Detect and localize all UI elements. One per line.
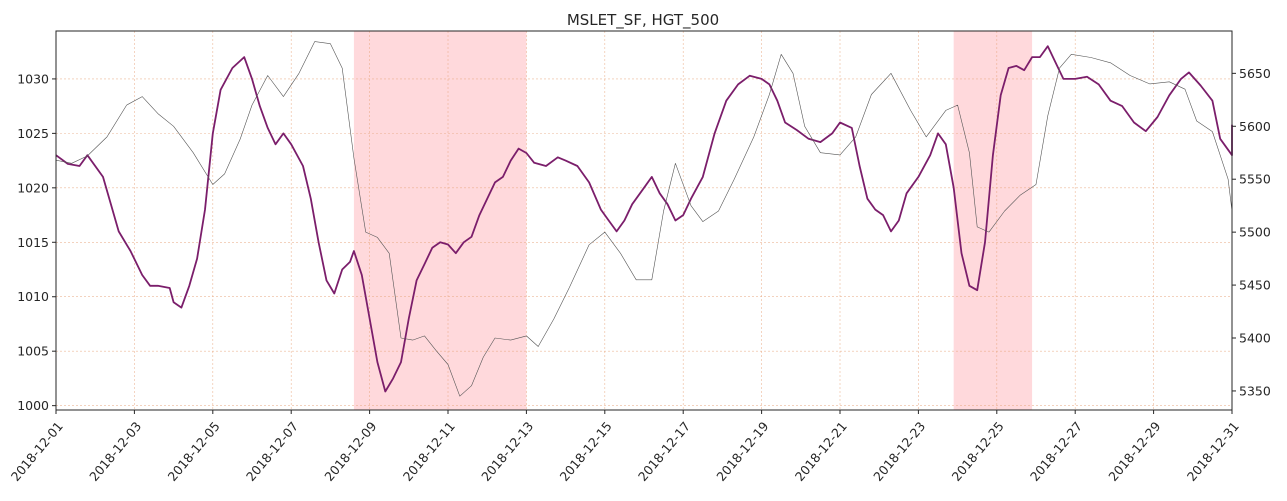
- x-tick-label-2: 2018-12-05: [165, 419, 223, 484]
- grid: [55, 31, 1233, 410]
- y-left-tick-label-3: 1015: [17, 235, 49, 250]
- x-tick-label-1: 2018-12-03: [86, 419, 144, 484]
- y-right-tick-label-4: 5550: [1239, 172, 1271, 187]
- y-left-tick-label-1: 1005: [17, 344, 49, 359]
- x-tick-label-6: 2018-12-13: [478, 419, 536, 484]
- shaded-period-0: [353, 31, 527, 410]
- y-right-tick-label-2: 5450: [1239, 278, 1271, 293]
- y-left-tick-label-0: 1000: [17, 398, 49, 413]
- x-tick-label-13: 2018-12-27: [1027, 419, 1085, 484]
- x-tick-label-15: 2018-12-31: [1184, 419, 1242, 484]
- shaded-periods: [353, 31, 1033, 410]
- x-axis-ticks: 2018-12-01 2018-12-03 2018-12-05 2018-12-07…: [8, 410, 1242, 484]
- y-right-axis-ticks: 5350 5400 5450 5500 5550 5600 5650: [1232, 66, 1271, 398]
- y-right-tick-label-6: 5650: [1239, 66, 1271, 81]
- y-left-tick-label-6: 1030: [17, 71, 49, 86]
- y-right-tick-label-3: 5500: [1239, 225, 1271, 240]
- x-tick-label-11: 2018-12-23: [870, 419, 928, 484]
- series-line-1: [55, 41, 1233, 397]
- y-left-axis-ticks: 1000 1005 1010 1015 1020 1025 1030: [17, 71, 56, 413]
- x-tick-label-12: 2018-12-25: [949, 419, 1007, 484]
- x-tick-label-3: 2018-12-07: [243, 419, 301, 484]
- x-tick-label-9: 2018-12-19: [713, 419, 771, 484]
- x-tick-label-8: 2018-12-17: [635, 419, 693, 484]
- series-line-0: [55, 45, 1233, 393]
- x-tick-label-14: 2018-12-29: [1105, 419, 1163, 484]
- series-lines: [55, 41, 1233, 397]
- y-right-tick-label-5: 5600: [1239, 119, 1271, 134]
- y-right-tick-label-0: 5350: [1239, 383, 1271, 398]
- x-tick-label-5: 2018-12-11: [400, 419, 458, 484]
- chart-title: MSLET_SF, HGT_500: [567, 11, 719, 30]
- y-left-tick-label-4: 1020: [17, 180, 49, 195]
- plot-frame: [55, 30, 1233, 411]
- y-left-tick-label-5: 1025: [17, 126, 49, 141]
- x-tick-label-4: 2018-12-09: [321, 419, 379, 484]
- shaded-period-1: [953, 31, 1033, 410]
- x-tick-label-0: 2018-12-01: [8, 419, 66, 484]
- y-right-tick-label-1: 5400: [1239, 331, 1271, 346]
- x-tick-label-7: 2018-12-15: [557, 419, 615, 484]
- y-left-tick-label-2: 1010: [17, 289, 49, 304]
- x-tick-label-10: 2018-12-21: [792, 419, 850, 484]
